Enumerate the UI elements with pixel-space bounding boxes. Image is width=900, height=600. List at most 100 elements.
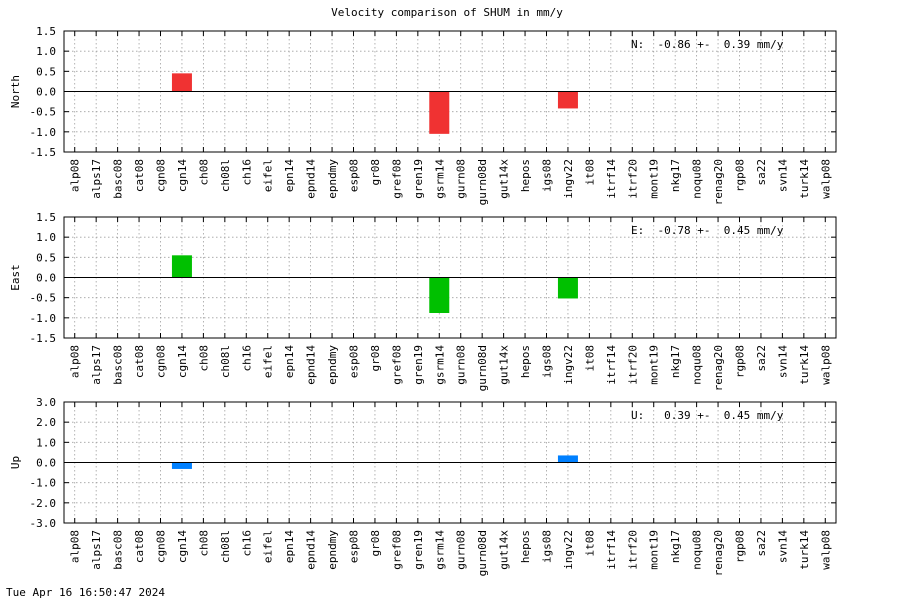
north-panel: 1.5 1.0 0.5 0.0 -0.5 -1.0 -1.5 alp08 alps17 basc0…	[9, 25, 837, 205]
x-tick-label-cgn08: cgn08	[155, 345, 168, 378]
east-axis-label: East	[9, 264, 22, 291]
x-tick-label-esp08: esp08	[348, 530, 361, 563]
plot-frame	[63, 216, 837, 339]
x-tick-label-rgp08: rgp08	[734, 159, 747, 192]
y-tick-label: -0.5	[30, 292, 57, 305]
x-tick-label-it08: it08	[583, 345, 596, 372]
x-tick-label-nkg17: nkg17	[669, 159, 682, 192]
x-tick-label-gren19: gren19	[412, 159, 425, 199]
bar-cgn14	[171, 462, 192, 469]
x-tick-label-gurn08d: gurn08d	[476, 159, 489, 205]
x-tick-label-itrf20: itrf20	[626, 530, 639, 570]
y-tick-label: 2.0	[36, 416, 56, 429]
north-annotation: N: -0.86 +- 0.39 mm/y	[631, 38, 784, 51]
x-tick-label-ch16: ch16	[240, 345, 253, 372]
x-tick-label-ch08: ch08	[197, 159, 210, 186]
x-tick-label-epndmy: epndmy	[326, 345, 339, 385]
x-tick-label-noqu08: noqu08	[691, 530, 704, 570]
y-tick-label: 1.0	[36, 45, 56, 58]
x-tick-label-mont19: mont19	[648, 159, 661, 199]
x-tick-label-gut14x: gut14x	[498, 159, 511, 199]
x-tick-label-renag20: renag20	[712, 530, 725, 576]
up-panel: 3.0 2.0 1.0 0.0 -1.0 -2.0 -3.0 alp08 alps17 basc0…	[9, 396, 837, 576]
x-tick-label-cat08: cat08	[133, 530, 146, 563]
plot-frame	[63, 401, 837, 524]
x-tick-label-ch08l: ch08l	[219, 345, 232, 378]
x-tick-label-it08: it08	[583, 159, 596, 186]
north-axis-label: North	[9, 75, 22, 108]
x-tick-label-sa22: sa22	[755, 345, 768, 372]
y-tick-label: 0.0	[36, 457, 56, 470]
x-tick-label-walp08: walp08	[819, 345, 832, 385]
x-tick-label-gren19: gren19	[412, 345, 425, 385]
x-tick-label-hepos: hepos	[519, 345, 532, 378]
y-tick-label: -1.0	[30, 312, 57, 325]
x-tick-label-itrf14: itrf14	[605, 159, 618, 199]
x-tick-label-svn14: svn14	[776, 530, 789, 563]
x-tick-label-ch08l: ch08l	[219, 159, 232, 192]
up-annotation: U: 0.39 +- 0.45 mm/y	[631, 409, 784, 422]
x-tick-label-mont19: mont19	[648, 345, 661, 385]
x-tick-label-nkg17: nkg17	[669, 530, 682, 563]
x-tick-label-alps17: alps17	[90, 345, 103, 385]
x-tick-label-renag20: renag20	[712, 159, 725, 205]
x-tick-label-gsrm14: gsrm14	[433, 345, 446, 385]
x-tick-label-hepos: hepos	[519, 159, 532, 192]
bar-cgn14	[171, 255, 192, 278]
x-tick-label-alp08: alp08	[69, 345, 82, 378]
x-tick-label-itrf14: itrf14	[605, 345, 618, 385]
x-tick-label-igs08: igs08	[541, 530, 554, 563]
y-tick-label: 0.0	[36, 86, 56, 99]
y-tick-label: 1.5	[36, 211, 56, 224]
x-tick-label-renag20: renag20	[712, 345, 725, 391]
x-tick-label-turk14: turk14	[798, 530, 811, 570]
east-panel: 1.5 1.0 0.5 0.0 -0.5 -1.0 -1.5 alp08 alps17 basc0…	[9, 211, 837, 391]
x-tick-label-sa22: sa22	[755, 530, 768, 557]
x-tick-label-cat08: cat08	[133, 345, 146, 378]
y-tick-label: 1.5	[36, 25, 56, 38]
y-tick-label: 1.0	[36, 231, 56, 244]
x-tick-label-gr08: gr08	[369, 159, 382, 186]
y-tick-label: 0.5	[36, 65, 56, 78]
x-tick-label-cgn14: cgn14	[176, 159, 189, 192]
x-tick-label-epn14: epn14	[283, 345, 296, 378]
x-tick-label-turk14: turk14	[798, 345, 811, 385]
plot-frame	[63, 30, 837, 153]
x-tick-label-ingv22: ingv22	[562, 345, 575, 385]
y-tick-label: -0.5	[30, 106, 57, 119]
x-tick-label-gref08: gref08	[390, 345, 403, 385]
y-tick-label: -1.0	[30, 477, 57, 490]
y-tick-label: -1.5	[30, 332, 57, 345]
x-tick-label-ch08l: ch08l	[219, 530, 232, 563]
y-tick-label: -1.5	[30, 146, 57, 159]
x-tick-label-esp08: esp08	[348, 345, 361, 378]
x-tick-label-itrf20: itrf20	[626, 159, 639, 199]
x-tick-label-gsrm14: gsrm14	[433, 530, 446, 570]
x-tick-label-cgn08: cgn08	[155, 530, 168, 563]
x-tick-label-cgn14: cgn14	[176, 530, 189, 563]
bar-gsrm14	[429, 277, 450, 313]
x-tick-label-hepos: hepos	[519, 530, 532, 563]
x-tick-label-eifel: eifel	[262, 530, 275, 563]
x-tick-label-turk14: turk14	[798, 159, 811, 199]
x-tick-label-gr08: gr08	[369, 530, 382, 557]
x-tick-label-ch08: ch08	[197, 530, 210, 557]
chart-panels: 1.5 1.0 0.5 0.0 -0.5 -1.0 -1.5 alp08 alps17 basc0…	[9, 25, 837, 576]
x-tick-label-cgn14: cgn14	[176, 345, 189, 378]
x-tick-label-alps17: alps17	[90, 159, 103, 199]
x-tick-label-svn14: svn14	[776, 345, 789, 378]
x-tick-label-esp08: esp08	[348, 159, 361, 192]
bar-ingv22	[557, 91, 578, 109]
x-tick-label-walp08: walp08	[819, 530, 832, 570]
x-tick-label-gref08: gref08	[390, 159, 403, 199]
x-tick-label-epn14: epn14	[283, 530, 296, 563]
y-tick-label: -3.0	[30, 517, 57, 530]
x-tick-label-ch16: ch16	[240, 159, 253, 186]
x-tick-label-eifel: eifel	[262, 345, 275, 378]
x-tick-label-gurn08: gurn08	[455, 159, 468, 199]
timestamp-label: Tue Apr 16 16:50:47 2024	[6, 586, 165, 599]
x-tick-label-ch08: ch08	[197, 345, 210, 372]
x-tick-label-alp08: alp08	[69, 159, 82, 192]
x-tick-label-gr08: gr08	[369, 345, 382, 372]
bar-gsrm14	[429, 91, 450, 134]
